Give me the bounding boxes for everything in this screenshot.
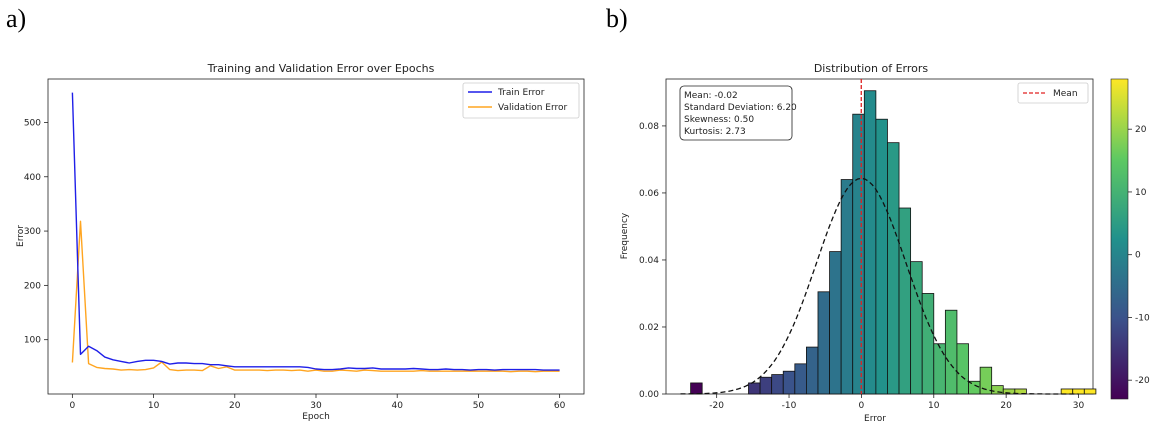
x-tick-label: 0: [69, 401, 75, 411]
panel-label-b: b): [606, 4, 628, 33]
y-tick-label: 200: [24, 281, 41, 291]
x-tick-label: 50: [473, 401, 485, 411]
legend-train-error: Train Error: [497, 88, 545, 98]
y-tick-label: 100: [24, 336, 41, 346]
series-line-validation-error: [71, 220, 560, 373]
x-tick-label: 30: [310, 401, 322, 411]
y-tick-label: 500: [24, 118, 41, 128]
series-line-train-error: [71, 92, 560, 371]
x-tick-label: 40: [391, 401, 403, 411]
panel-label-a: a): [6, 4, 27, 33]
y-tick-label: 300: [24, 227, 41, 237]
x-tick-label: 60: [554, 401, 566, 411]
legend-validation-error: Validation Error: [498, 103, 568, 113]
chart-a-xlabel: Epoch: [302, 412, 330, 422]
chart-a-title: Training and Validation Error over Epoch…: [207, 62, 435, 75]
y-tick-label: 400: [24, 173, 41, 183]
x-tick-label: 10: [148, 401, 160, 411]
chart-a-ylabel: Error: [16, 225, 26, 247]
chart-a-legend: Train Error Validation Error: [462, 82, 580, 119]
x-tick-label: 20: [229, 401, 241, 411]
chart-a-plot-frame: [47, 78, 585, 395]
